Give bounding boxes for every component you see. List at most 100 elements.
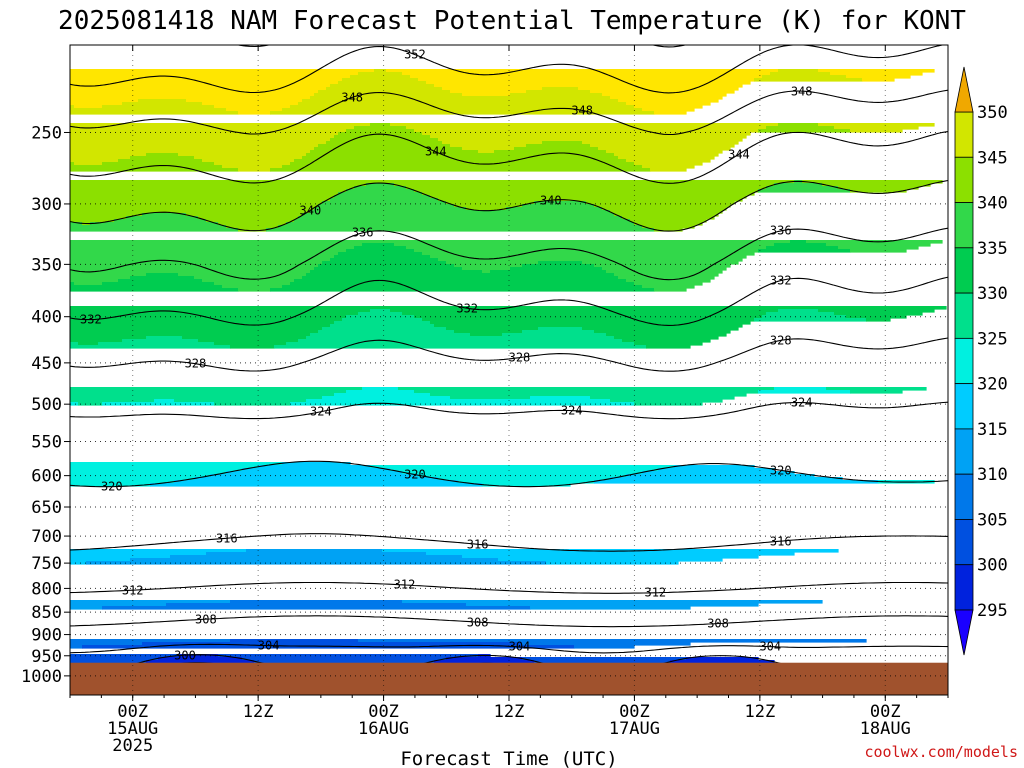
fill-cell (426, 552, 795, 556)
fill-cell (386, 69, 779, 73)
fill-cell (102, 105, 215, 109)
fill-cell (70, 180, 795, 184)
contour-line-348 (70, 89, 948, 136)
fill-cell (270, 288, 655, 292)
fill-cell (410, 75, 763, 79)
fill-cell (510, 93, 603, 97)
fill-cell (70, 168, 239, 172)
fill-cell (70, 321, 335, 325)
fill-cell (466, 207, 507, 211)
fill-cell (774, 243, 827, 247)
fill-cell (282, 462, 351, 466)
fill-cell (334, 195, 431, 199)
fill-cell (126, 216, 199, 220)
contour-label-320: 320 (101, 480, 123, 494)
fill-cell (298, 216, 623, 220)
x-axis-title: Forecast Time (UTC) (400, 748, 617, 768)
fill-cell (70, 189, 347, 193)
fill-cell (70, 213, 143, 217)
fill-cell (354, 246, 407, 250)
fill-cell (70, 549, 247, 553)
fill-cell (290, 105, 635, 109)
fill-cell (430, 195, 747, 199)
fill-cell (422, 132, 751, 136)
fill-cell (214, 402, 291, 406)
fill-cell (762, 75, 847, 79)
fill-cell (822, 183, 931, 187)
fill-cell (310, 210, 611, 214)
fill-cell (438, 138, 743, 142)
fill-cell (826, 387, 927, 391)
fill-cell (314, 207, 467, 211)
contour-label-320: 320 (770, 464, 792, 478)
fill-cell (626, 279, 711, 283)
fill-cell (158, 657, 243, 661)
fill-cell (70, 387, 363, 391)
fill-cell (334, 321, 431, 325)
fill-cell (70, 156, 131, 160)
color-fill-bands (70, 69, 947, 695)
fill-cell (774, 387, 827, 391)
fill-cell (198, 339, 299, 343)
fill-cell (310, 150, 479, 154)
fill-cell (446, 327, 539, 331)
fill-cell (266, 228, 655, 232)
fill-cell (254, 660, 435, 664)
fill-cell (70, 288, 239, 292)
fill-cell (70, 339, 123, 343)
fill-cell (70, 216, 127, 220)
fill-cell (70, 285, 223, 289)
fill-cell (674, 465, 755, 469)
fill-cell (70, 477, 195, 481)
fill-cell (202, 159, 295, 163)
colorbar-segment (954, 111, 974, 158)
fill-cell (514, 147, 599, 151)
fill-cell (318, 330, 455, 334)
fill-cell (450, 396, 531, 400)
fill-cell (226, 225, 279, 229)
fill-cell (574, 645, 635, 649)
fill-cell (70, 336, 147, 340)
fill-cell (442, 87, 543, 91)
fill-cell (302, 276, 619, 280)
contour-label-text: 336 (770, 224, 792, 238)
fill-cell (70, 270, 311, 274)
fill-cell (582, 261, 739, 265)
fill-cell (322, 261, 447, 265)
contour-line-340 (70, 179, 948, 232)
fill-cell (610, 399, 723, 403)
fill-cell (758, 249, 851, 253)
fill-cell (766, 126, 835, 130)
fill-cell (590, 90, 735, 94)
fill-cell (318, 264, 455, 268)
contour-label-text: 308 (467, 616, 489, 630)
fill-cell (530, 396, 591, 400)
fill-cell (338, 252, 423, 256)
fill-cell (774, 183, 823, 187)
fill-cell (70, 159, 119, 163)
y-tick-label: 950 (31, 647, 62, 667)
fill-cell (614, 213, 719, 217)
fill-cell (618, 276, 715, 280)
fill-cell (506, 207, 603, 211)
contour-label-text: 348 (341, 91, 363, 105)
contour-label-text: 324 (310, 405, 332, 419)
fill-cell (270, 111, 655, 115)
fill-cell (434, 84, 743, 88)
fill-cell (362, 387, 399, 391)
contour-line-332 (70, 276, 948, 326)
fill-cell (70, 198, 331, 202)
fill-cell (406, 186, 767, 190)
contour-label-308: 308 (467, 616, 489, 630)
fill-cell (102, 606, 531, 610)
contour-label-324: 324 (561, 404, 583, 418)
contour-line-344 (70, 131, 948, 184)
fill-cell (358, 312, 403, 316)
plot-area: 352 348 348 348 344 344 340 340 336 336 332 332 332 3… (70, 45, 948, 695)
fill-cell (222, 165, 283, 169)
fill-cell (538, 261, 583, 265)
contour-label-text: 312 (644, 586, 666, 600)
fill-cell (198, 216, 299, 220)
fill-cell (70, 72, 359, 76)
